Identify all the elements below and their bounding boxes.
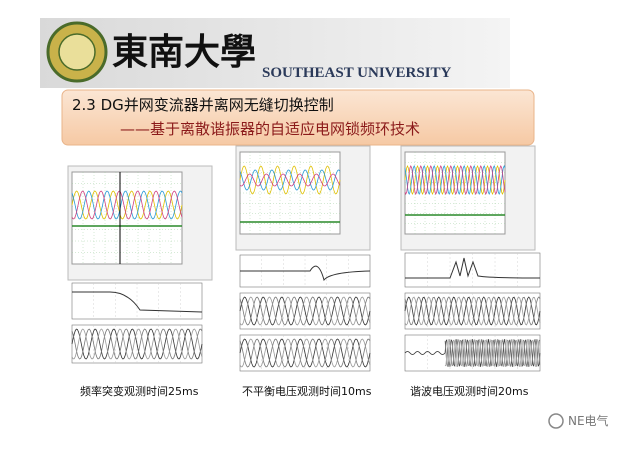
title-line2: ——基于离散谐振器的自适应电网锁频环技术 [120, 120, 420, 138]
waveform [239, 296, 371, 326]
waveform [404, 165, 506, 195]
waveform [71, 190, 183, 220]
waveform [404, 296, 541, 326]
logo-text: 東南大學 [112, 31, 256, 73]
watermark: NE电气 [548, 413, 609, 429]
waveform [71, 190, 183, 220]
university-name: SOUTHEAST UNIVERSITY [262, 65, 452, 81]
waveform [404, 296, 541, 326]
freq-curve [72, 291, 203, 313]
watermark-text: NE电气 [568, 413, 609, 428]
waveform [239, 173, 341, 187]
freq-curve [405, 257, 541, 279]
caption: 不平衡电压观测时间10ms [242, 385, 372, 398]
waveform [239, 169, 341, 191]
caption: 频率突变观测时间25ms [80, 384, 199, 398]
waveform [71, 328, 203, 360]
freq-curve [240, 265, 371, 282]
waveform [239, 165, 341, 195]
caption: 谐波电压观测时间20ms [410, 384, 529, 398]
waveform [71, 328, 203, 360]
waveform [404, 165, 506, 195]
waveform [404, 164, 506, 196]
waveform [239, 296, 371, 326]
waveform [444, 339, 541, 367]
figures [67, 145, 541, 372]
waveform [71, 328, 203, 360]
waveform [239, 338, 371, 368]
title-box [61, 89, 535, 146]
waveform [404, 296, 541, 326]
waveform [444, 339, 541, 367]
scope-screen [239, 151, 341, 235]
waveform [239, 338, 371, 368]
title-line1: 2.3 DG并网变流器并离网无缝切换控制 [72, 96, 334, 114]
waveform [404, 351, 446, 355]
waveform [444, 338, 541, 368]
waveform [71, 190, 183, 220]
waveform [239, 296, 371, 326]
header-band [40, 18, 510, 88]
logo-inner [58, 33, 96, 71]
waveform [239, 338, 371, 368]
watermark-icon [548, 413, 564, 429]
